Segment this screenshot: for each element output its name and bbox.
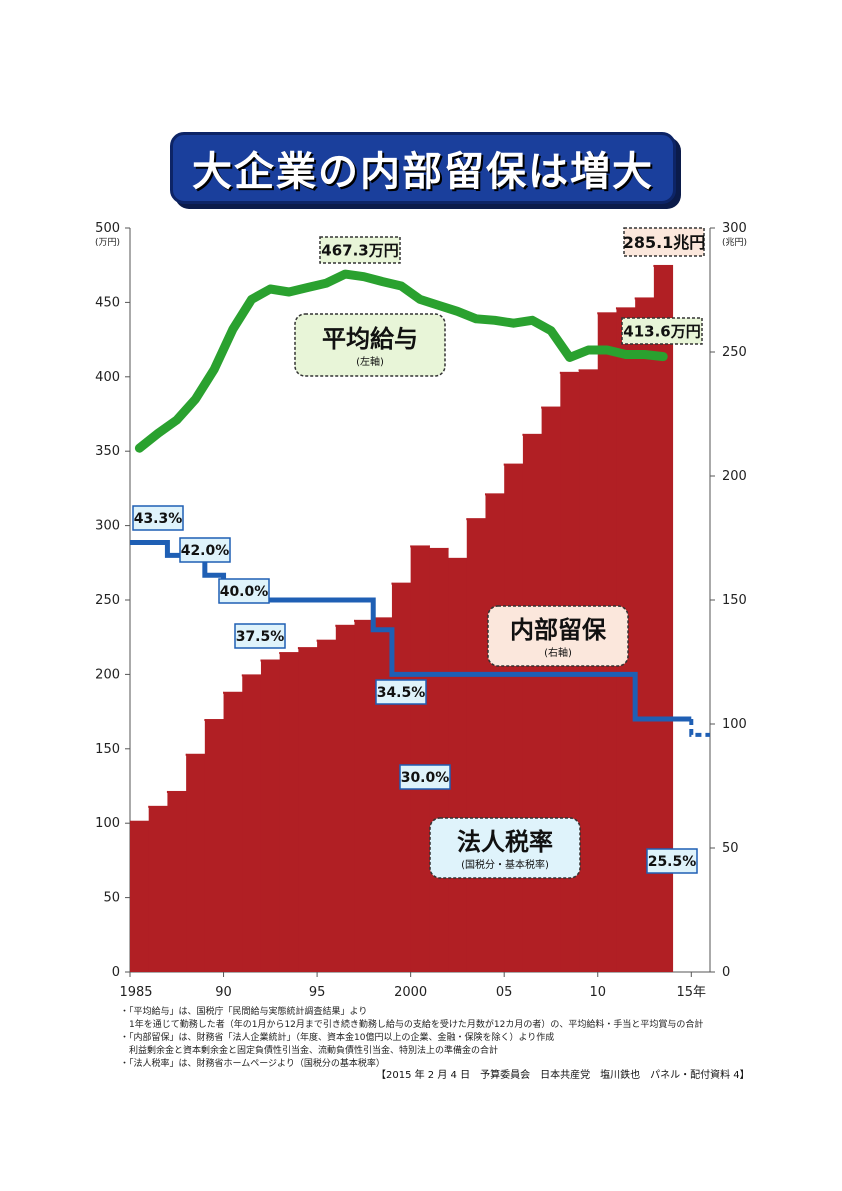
- tax-rate-label-box: [179, 537, 231, 563]
- x-axis-tick-label: 10: [589, 985, 606, 1000]
- x-axis-tick-label: 1985: [119, 985, 152, 1000]
- x-axis-tick-label: 15年: [677, 985, 707, 1000]
- tax-rate-label: 42.0%: [181, 543, 230, 559]
- reserve-bar: [653, 264, 674, 972]
- reserve-bar: [279, 652, 299, 972]
- reserve-bar: [242, 674, 262, 972]
- salary-series-label-axis-note: (左軸): [356, 355, 384, 368]
- x-axis-tick-label: 05: [496, 985, 513, 1000]
- tax-rate-label: 30.0%: [401, 770, 450, 786]
- left-axis-unit: (万円): [95, 237, 120, 248]
- right-axis-tick-label: 300: [722, 221, 747, 236]
- tax-rate-label: 43.3%: [134, 511, 183, 527]
- left-axis-tick-label: 450: [95, 295, 120, 310]
- note-line: 利益剰余金と資本剰余金と固定負債性引当金、流動負債性引当金、特別法上の準備金の合…: [120, 1046, 499, 1056]
- reserve-bar: [335, 624, 356, 972]
- reserve-bar: [522, 433, 543, 973]
- reserve-bar: [186, 753, 206, 972]
- note-line: 1年を通じて勤務した者（年の1月から12月まで引き続き勤務し給与の支給を受けた月…: [120, 1020, 704, 1030]
- tax-rate-label-box: [218, 578, 270, 604]
- tax-series-label-box: [429, 817, 581, 879]
- left-axis-tick-label: 500: [95, 221, 120, 236]
- left-axis-tick-label: 0: [112, 965, 120, 980]
- left-axis-tick-label: 150: [95, 742, 120, 757]
- right-axis-tick-label: 0: [722, 965, 730, 980]
- salary-line: [134, 269, 668, 453]
- note-line: ・「内部留保」は、財務省「法人企業統計」（年度、資本金10億円以上の企業、金融・…: [120, 1033, 555, 1043]
- tax-rate-label: 34.5%: [377, 685, 426, 701]
- reserve-bar: [373, 617, 393, 972]
- reserve-bar: [260, 659, 281, 972]
- tax-rate-label-box: [234, 623, 286, 649]
- reserve-bar: [317, 639, 337, 972]
- x-axis-tick-label: 2000: [394, 985, 427, 1000]
- reserve-bar: [167, 790, 187, 972]
- reserve-bar: [448, 557, 468, 972]
- reserve-last-label-box: [623, 227, 705, 257]
- right-axis-tick-label: 250: [722, 345, 747, 360]
- salary-last-label: 413.6万円: [623, 322, 700, 340]
- salary-last-label-box: [621, 317, 703, 345]
- tax-rate-label: 25.5%: [648, 854, 697, 870]
- left-axis-tick-label: 400: [95, 370, 120, 385]
- reserve-bar: [635, 297, 655, 972]
- reserve-series-label-name: 内部留保: [510, 616, 607, 644]
- right-axis-tick-label: 100: [722, 717, 747, 732]
- note-line: ・「法人税率」は、財務省ホームページより（国税分の基本税率）: [120, 1059, 385, 1069]
- reserve-bar: [541, 406, 561, 972]
- salary-series-label-name: 平均給与: [322, 325, 418, 353]
- reserve-bar: [429, 547, 449, 972]
- reserve-bar: [223, 691, 243, 972]
- tax-rate-label-box: [399, 764, 451, 790]
- salary-peak-label-box: [319, 236, 401, 264]
- reserve-bar: [354, 619, 374, 972]
- left-axis-tick-label: 50: [103, 891, 120, 906]
- tax-rate-label-box: [132, 505, 184, 531]
- right-axis-tick-label: 200: [722, 469, 747, 484]
- reserve-series-label-axis-note: (右軸): [544, 646, 572, 659]
- reserve-bar: [579, 369, 599, 972]
- reserve-bar: [130, 820, 150, 972]
- reserve-series-label-box: [487, 605, 629, 667]
- tax-rate-line: [130, 539, 692, 722]
- right-axis-tick-label: 150: [722, 593, 747, 608]
- salary-peak-label: 467.3万円: [321, 241, 398, 259]
- tax-series-label-axis-note: (国税分・基本税率): [461, 858, 549, 871]
- tax-series-label-name: 法人税率: [457, 828, 553, 856]
- reserve-bar: [485, 493, 505, 972]
- tax-rate-projection: [689, 719, 710, 737]
- reserve-bar: [204, 719, 225, 972]
- x-axis-tick-label: 95: [309, 985, 326, 1000]
- left-axis-tick-label: 250: [95, 593, 120, 608]
- left-axis-tick-label: 350: [95, 444, 120, 459]
- tax-rate-label-box: [375, 679, 427, 705]
- right-axis-tick-label: 50: [722, 841, 739, 856]
- reserve-bar: [504, 463, 524, 972]
- left-axis-tick-label: 200: [95, 667, 120, 682]
- right-axis-unit: (兆円): [722, 237, 747, 248]
- x-axis-tick-label: 90: [215, 985, 232, 1000]
- note-line: ・「平均給与」は、国税庁「民間給与実態統計調査結果」より: [120, 1007, 368, 1017]
- footer-credit: 【2015 年 2 月 4 日 予算委員会 日本共産党 塩川鉄也 パネル・配付資…: [376, 1070, 750, 1081]
- reserve-bar: [466, 518, 486, 972]
- tax-rate-label: 40.0%: [220, 584, 269, 600]
- reserve-bar: [410, 545, 430, 972]
- chart-title: 大企業の内部留保は増大: [192, 149, 654, 195]
- reserve-last-label: 285.1兆円: [623, 233, 706, 252]
- source-notes: ・「平均給与」は、国税庁「民間給与実態統計調査結果」より 1年を通じて勤務した者…: [120, 1006, 740, 1071]
- left-axis-tick-label: 300: [95, 519, 120, 534]
- reserve-bar: [298, 647, 318, 972]
- title-banner: 大企業の内部留保は増大: [170, 132, 676, 204]
- tax-rate-label: 37.5%: [236, 629, 285, 645]
- reserve-bar: [148, 805, 168, 972]
- left-axis-tick-label: 100: [95, 816, 120, 831]
- tax-rate-label-box: [646, 848, 698, 874]
- salary-series-label-box: [294, 313, 446, 377]
